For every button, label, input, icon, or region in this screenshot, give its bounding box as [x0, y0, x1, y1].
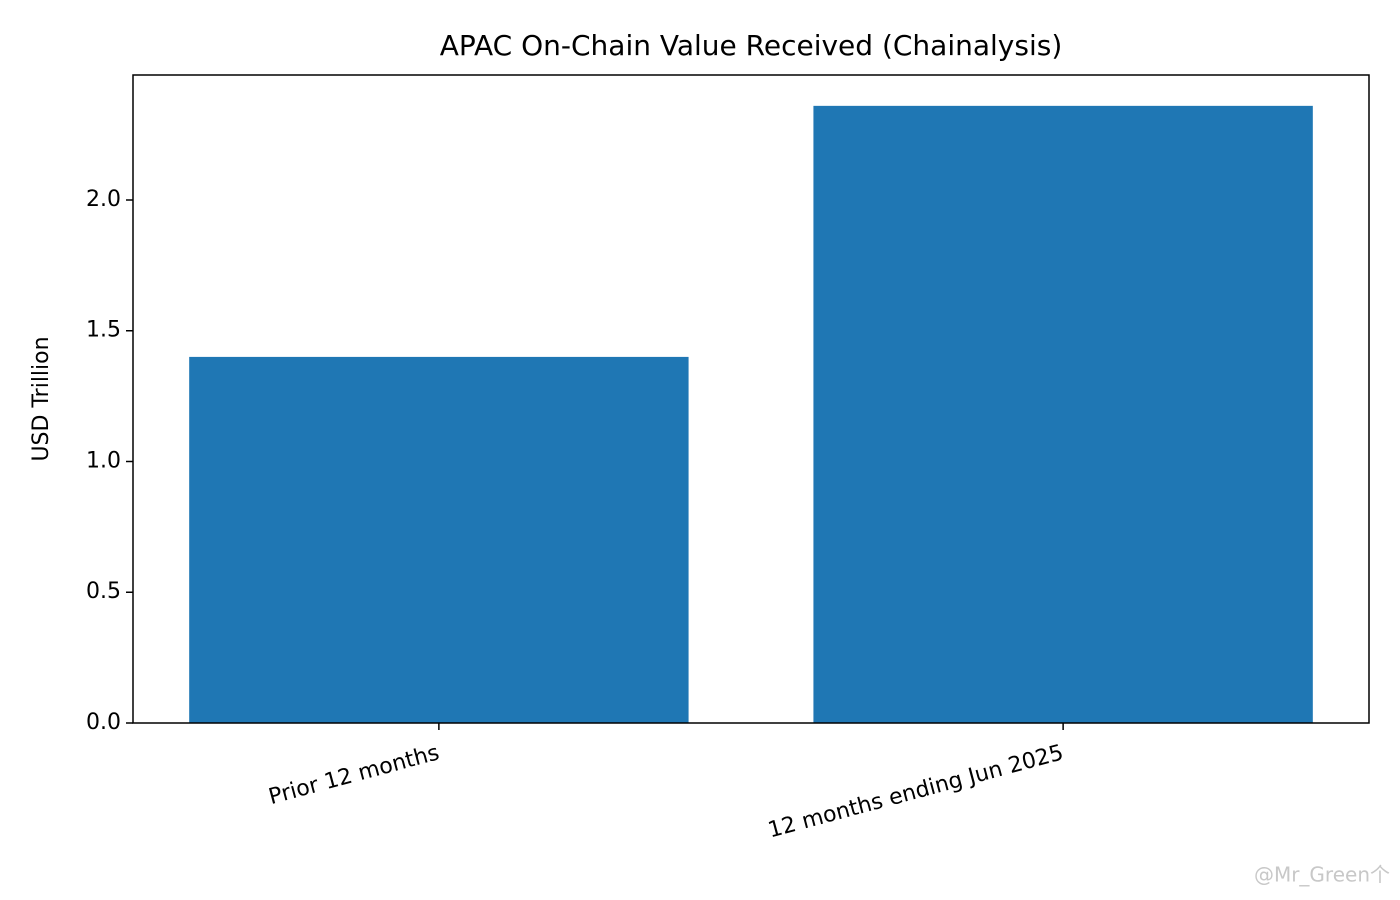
chart-title: APAC On-Chain Value Received (Chainalysi…	[440, 29, 1063, 62]
y-tick-label: 1.0	[86, 448, 121, 473]
y-tick-label: 2.0	[86, 187, 121, 212]
y-axis-label: USD Trillion	[29, 336, 54, 461]
plot-frame	[132, 74, 1370, 724]
bar	[813, 105, 1313, 724]
y-tick-label: 0.0	[86, 710, 121, 735]
watermark: @Mr_Green个	[1254, 863, 1390, 887]
x-tick-label: Prior 12 months	[266, 740, 442, 810]
y-tick-label: 1.5	[86, 318, 121, 343]
y-tick-label: 0.5	[86, 579, 121, 604]
bar	[189, 356, 689, 723]
x-tick-label: 12 months ending Jun 2025	[765, 740, 1066, 843]
